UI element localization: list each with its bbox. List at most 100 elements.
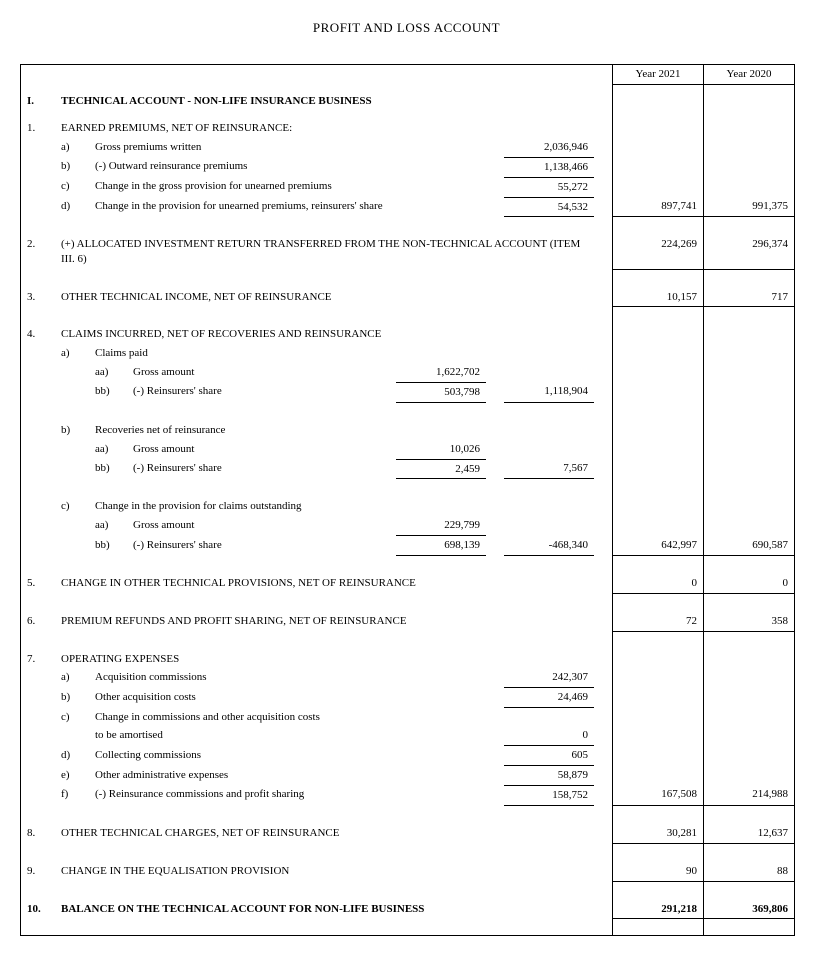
- row-7a: a) Acquisition commissions 242,307: [21, 668, 794, 687]
- row-10: 10. BALANCE ON THE TECHNICAL ACCOUNT FOR…: [21, 900, 794, 919]
- row-7e: e) Other administrative expenses 58,879: [21, 766, 794, 786]
- row-4a-bb: bb) (-) Reinsurers' share 503,798 1,118,…: [21, 382, 794, 402]
- row-letter: b): [55, 688, 89, 708]
- row-desc: Gross amount: [127, 516, 396, 535]
- row-3: 3. OTHER TECHNICAL INCOME, NET OF REINSU…: [21, 288, 794, 307]
- section-roman: I.: [21, 84, 55, 119]
- row-7f: f) (-) Reinsurance commissions and profi…: [21, 785, 794, 805]
- row-num: 4.: [21, 325, 55, 344]
- subtotal: 1,118,904: [504, 382, 594, 402]
- row-desc: Gross amount: [127, 440, 396, 459]
- row-sub: aa): [89, 363, 127, 382]
- row-desc: (-) Reinsurers' share: [127, 382, 396, 402]
- year2-amount: 0: [704, 574, 795, 593]
- row-desc: Change in commissions and other acquisit…: [89, 708, 504, 727]
- year2-amount: 690,587: [704, 536, 795, 556]
- year-2020-header: Year 2020: [704, 65, 795, 84]
- row-8: 8. OTHER TECHNICAL CHARGES, NET OF REINS…: [21, 824, 794, 843]
- row-desc: to be amortised: [89, 726, 504, 745]
- row-desc: OPERATING EXPENSES: [55, 650, 594, 669]
- section-header: I. TECHNICAL ACCOUNT - NON-LIFE INSURANC…: [21, 84, 794, 119]
- row-1d: d) Change in the provision for unearned …: [21, 197, 794, 217]
- row-letter: a): [55, 344, 89, 363]
- bottom-pad: [21, 919, 794, 935]
- amount: 242,307: [504, 668, 594, 687]
- row-desc: Collecting commissions: [89, 746, 504, 766]
- row-4c-bb: bb) (-) Reinsurers' share 698,139 -468,3…: [21, 536, 794, 556]
- year1-amount: 167,508: [613, 785, 704, 805]
- row-desc: Other administrative expenses: [89, 766, 504, 786]
- row-4b: b) Recoveries net of reinsurance: [21, 421, 794, 440]
- row-sub: bb): [89, 459, 127, 479]
- row-desc: CLAIMS INCURRED, NET OF RECOVERIES AND R…: [55, 325, 594, 344]
- year1-amount: 72: [613, 612, 704, 631]
- year1-amount: 30,281: [613, 824, 704, 843]
- subtotal: 7,567: [504, 459, 594, 479]
- row-letter: d): [55, 197, 89, 217]
- account-table-frame: Year 2021 Year 2020 I. TECHNICAL ACCOUNT…: [20, 64, 795, 936]
- row-letter: b): [55, 157, 89, 177]
- amount: 698,139: [396, 536, 486, 556]
- row-4-title: 4. CLAIMS INCURRED, NET OF RECOVERIES AN…: [21, 325, 794, 344]
- amount: 503,798: [396, 382, 486, 402]
- amount: 2,036,946: [504, 138, 594, 157]
- row-sub: aa): [89, 440, 127, 459]
- year2-amount: 296,374: [704, 235, 795, 269]
- row-desc: Change in the provision for claims outst…: [89, 497, 594, 516]
- row-num: 2.: [21, 235, 55, 269]
- amount: 605: [504, 746, 594, 766]
- row-letter: f): [55, 785, 89, 805]
- row-letter: a): [55, 668, 89, 687]
- row-desc: (+) ALLOCATED INVESTMENT RETURN TRANSFER…: [55, 235, 594, 269]
- row-desc: (-) Outward reinsurance premiums: [89, 157, 504, 177]
- row-desc: Acquisition commissions: [89, 668, 504, 687]
- amount: 55,272: [504, 177, 594, 197]
- row-desc: BALANCE ON THE TECHNICAL ACCOUNT FOR NON…: [55, 900, 594, 919]
- year2-amount: 214,988: [704, 785, 795, 805]
- year1-amount: 291,218: [613, 900, 704, 919]
- row-desc: Claims paid: [89, 344, 594, 363]
- row-num: 7.: [21, 650, 55, 669]
- year2-amount: 717: [704, 288, 795, 307]
- year-2021-header: Year 2021: [613, 65, 704, 84]
- row-letter: c): [55, 708, 89, 727]
- row-4c-aa: aa) Gross amount 229,799: [21, 516, 794, 535]
- row-num: 3.: [21, 288, 55, 307]
- row-5: 5. CHANGE IN OTHER TECHNICAL PROVISIONS,…: [21, 574, 794, 593]
- amount: 158,752: [504, 785, 594, 805]
- row-desc: (-) Reinsurers' share: [127, 459, 396, 479]
- section-title: TECHNICAL ACCOUNT - NON-LIFE INSURANCE B…: [55, 84, 594, 119]
- row-7d: d) Collecting commissions 605: [21, 746, 794, 766]
- row-desc: PREMIUM REFUNDS AND PROFIT SHARING, NET …: [55, 612, 594, 631]
- row-4b-aa: aa) Gross amount 10,026: [21, 440, 794, 459]
- row-1c: c) Change in the gross provision for une…: [21, 177, 794, 197]
- row-desc: (-) Reinsurance commissions and profit s…: [89, 785, 504, 805]
- row-9: 9. CHANGE IN THE EQUALISATION PROVISION …: [21, 862, 794, 881]
- row-desc: CHANGE IN THE EQUALISATION PROVISION: [55, 862, 594, 881]
- row-sub: bb): [89, 536, 127, 556]
- row-7b: b) Other acquisition costs 24,469: [21, 688, 794, 708]
- row-4a-aa: aa) Gross amount 1,622,702: [21, 363, 794, 382]
- year1-amount: 897,741: [613, 197, 704, 217]
- row-1-title: 1. EARNED PREMIUMS, NET OF REINSURANCE:: [21, 119, 794, 138]
- row-letter: a): [55, 138, 89, 157]
- row-7c-line1: c) Change in commissions and other acqui…: [21, 708, 794, 727]
- row-desc: EARNED PREMIUMS, NET OF REINSURANCE:: [55, 119, 594, 138]
- amount: 54,532: [504, 197, 594, 217]
- row-letter: e): [55, 766, 89, 786]
- row-desc: Other acquisition costs: [89, 688, 504, 708]
- year1-amount: 0: [613, 574, 704, 593]
- row-letter: d): [55, 746, 89, 766]
- row-letter: c): [55, 177, 89, 197]
- row-num: 8.: [21, 824, 55, 843]
- row-num: 1.: [21, 119, 55, 138]
- row-desc: Change in the provision for unearned pre…: [89, 197, 504, 217]
- page-title: PROFIT AND LOSS ACCOUNT: [20, 20, 793, 36]
- amount: 1,138,466: [504, 157, 594, 177]
- amount: 10,026: [396, 440, 486, 459]
- year2-amount: 358: [704, 612, 795, 631]
- row-7c-line2: to be amortised 0: [21, 726, 794, 745]
- row-letter: c): [55, 497, 89, 516]
- row-1a: a) Gross premiums written 2,036,946: [21, 138, 794, 157]
- row-4b-bb: bb) (-) Reinsurers' share 2,459 7,567: [21, 459, 794, 479]
